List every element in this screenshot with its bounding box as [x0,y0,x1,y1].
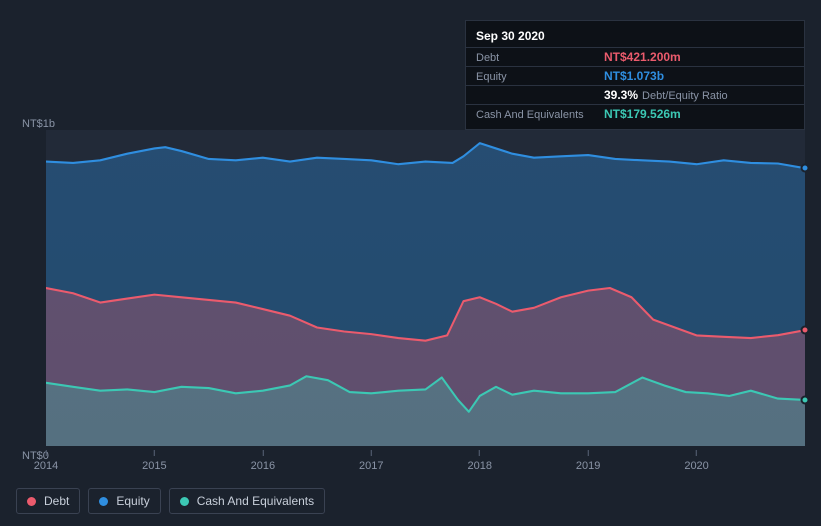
x-axis: 2014201520162017201820192020 [46,450,805,476]
x-axis-tick-label: 2014 [34,460,58,472]
tooltip-row-suffix: Debt/Equity Ratio [642,90,728,102]
legend-item[interactable]: Equity [88,488,160,514]
x-axis-tickmark [154,450,155,456]
x-axis-tick-label: 2018 [467,460,491,472]
tooltip-panel: Sep 30 2020 DebtNT$421.200mEquityNT$1.07… [465,20,805,130]
tooltip-row: DebtNT$421.200m [466,47,804,66]
x-axis-tickmark [479,450,480,456]
x-axis-tick-label: 2015 [142,460,166,472]
tooltip-row-value: NT$179.526m [604,107,681,121]
plot-area[interactable] [46,130,805,446]
series-end-marker [801,326,810,335]
y-axis-max-label: NT$1b [22,118,55,130]
x-axis-tick-label: 2017 [359,460,383,472]
x-axis-tick: 2020 [684,450,708,472]
legend-swatch-icon [27,497,36,506]
x-axis-tickmark [45,450,46,456]
tooltip-row-value: NT$421.200m [604,50,681,64]
x-axis-tick: 2016 [251,450,275,472]
x-axis-tick: 2018 [467,450,491,472]
x-axis-tick: 2014 [34,450,58,472]
legend-swatch-icon [180,497,189,506]
x-axis-tickmark [371,450,372,456]
legend-label: Cash And Equivalents [197,494,314,508]
x-axis-tick: 2017 [359,450,383,472]
x-axis-tickmark [696,450,697,456]
chart-area: NT$1b NT$0 2014201520162017201820192020 [16,120,805,476]
x-axis-tick: 2015 [142,450,166,472]
legend-item[interactable]: Cash And Equivalents [169,488,325,514]
tooltip-row: 39.3% Debt/Equity Ratio [466,85,804,104]
chart-svg [46,130,805,446]
legend-swatch-icon [99,497,108,506]
legend-label: Debt [44,494,69,508]
series-end-marker [801,164,810,173]
x-axis-tickmark [262,450,263,456]
legend: Debt Equity Cash And Equivalents [16,488,325,514]
chart-container: Sep 30 2020 DebtNT$421.200mEquityNT$1.07… [0,0,821,526]
tooltip-row-label: Equity [476,71,604,83]
tooltip-row-label: Debt [476,52,604,64]
x-axis-tick: 2019 [576,450,600,472]
legend-item[interactable]: Debt [16,488,80,514]
x-axis-tick-label: 2020 [684,460,708,472]
x-axis-tick-label: 2016 [251,460,275,472]
legend-label: Equity [116,494,149,508]
tooltip-date: Sep 30 2020 [466,27,804,47]
series-end-marker [801,395,810,404]
x-axis-tickmark [588,450,589,456]
tooltip-row: EquityNT$1.073b [466,66,804,85]
tooltip-row-value: NT$1.073b [604,69,664,83]
x-axis-tick-label: 2019 [576,460,600,472]
tooltip-row-value: 39.3% [604,88,638,102]
